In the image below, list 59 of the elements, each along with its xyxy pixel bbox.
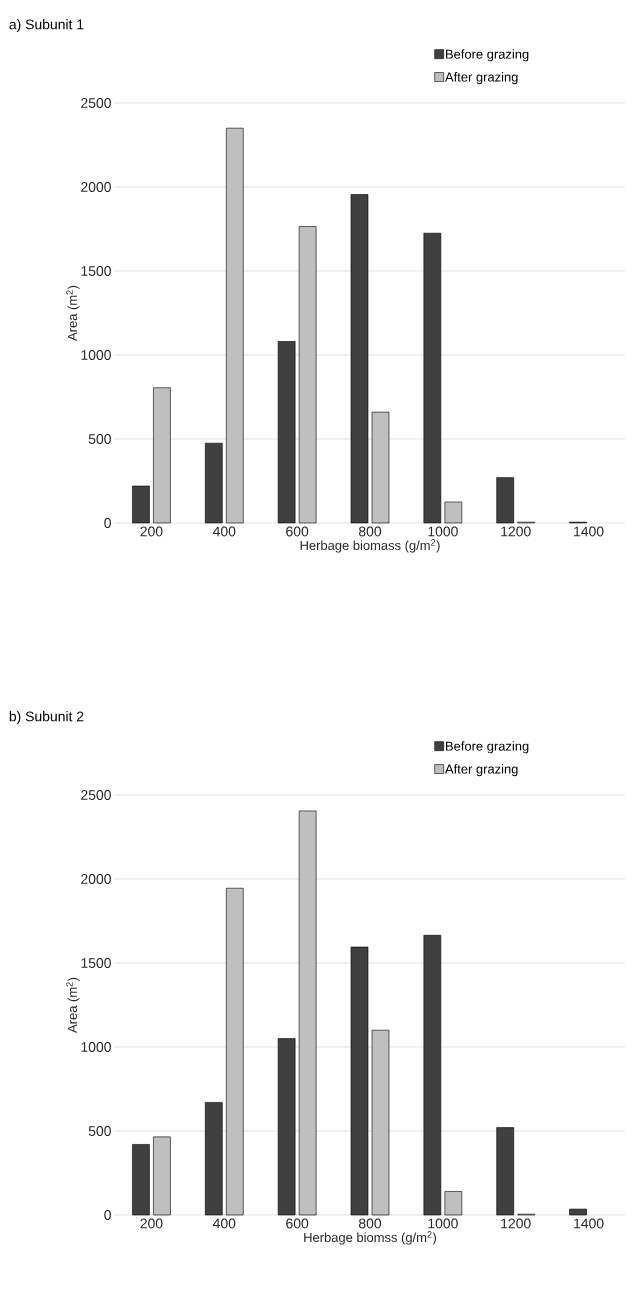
y-tick-label: 2500 [81,98,111,108]
legend-label: After grazing [445,72,518,85]
bar [496,1127,515,1216]
bar [350,194,369,524]
bar [496,477,515,524]
legend-label: After grazing [445,764,518,777]
y-tick-label: 1000 [81,350,111,360]
bar [371,411,390,524]
bar [225,887,244,1216]
x-tick-label: 600 [286,1218,309,1229]
y-axis-title: Area (m$^{2}$) [66,977,80,1033]
bar [423,232,442,524]
bar [569,1208,587,1216]
x-tick-label: 800 [358,1218,382,1229]
y-tick-label: 1000 [81,1042,111,1052]
x-tick-label: 1200 [501,526,531,537]
bar [277,1038,296,1216]
bar [444,501,463,524]
y-tick-label: 2000 [81,182,111,192]
y-tick-label: 2000 [81,874,111,884]
x-tick-label: 600 [286,526,309,537]
x-tick-label: 800 [358,526,382,537]
x-tick-label: 400 [212,1218,236,1229]
bar [277,341,296,524]
bar [444,1191,463,1216]
bar [153,1136,171,1216]
x-tick-label: 1400 [574,526,604,537]
bar [204,442,223,524]
x-axis-title: Herbage biomass (g/m$^{2}$) [300,539,440,553]
y-tick-label: 500 [88,1126,111,1136]
x-tick-label: 1200 [501,1218,531,1229]
bar [423,934,442,1216]
x-tick-label: 200 [140,526,163,537]
bar [204,1102,223,1216]
y-tick-label: 0 [104,1210,111,1220]
legend-label: Before grazing [446,741,529,754]
x-tick-label: 1000 [428,526,458,537]
x-tick-label: 200 [140,1218,163,1229]
chart-title: b) Subunit 2 [9,711,84,725]
bar [371,1029,390,1216]
x-tick-label: 1400 [574,1218,604,1229]
bar [132,485,150,524]
y-axis-title: Area (m$^{2}$) [66,285,80,341]
chart-title: a) Subunit 1 [9,19,84,33]
x-axis-title: Herbage biomss (g/m$^{2}$) [304,1231,437,1245]
bar [350,946,369,1216]
y-tick-label: 1500 [81,266,111,276]
bar [298,810,317,1216]
bar [225,127,244,524]
y-tick-label: 500 [88,434,111,444]
bar [132,1144,150,1216]
y-tick-label: 1500 [81,958,111,968]
x-tick-label: 400 [212,526,236,537]
bar [298,226,317,524]
y-tick-label: 2500 [81,790,111,800]
bar [153,387,171,524]
x-tick-label: 1000 [428,1218,458,1229]
legend-label: Before grazing [446,49,529,62]
y-tick-label: 0 [104,518,111,528]
